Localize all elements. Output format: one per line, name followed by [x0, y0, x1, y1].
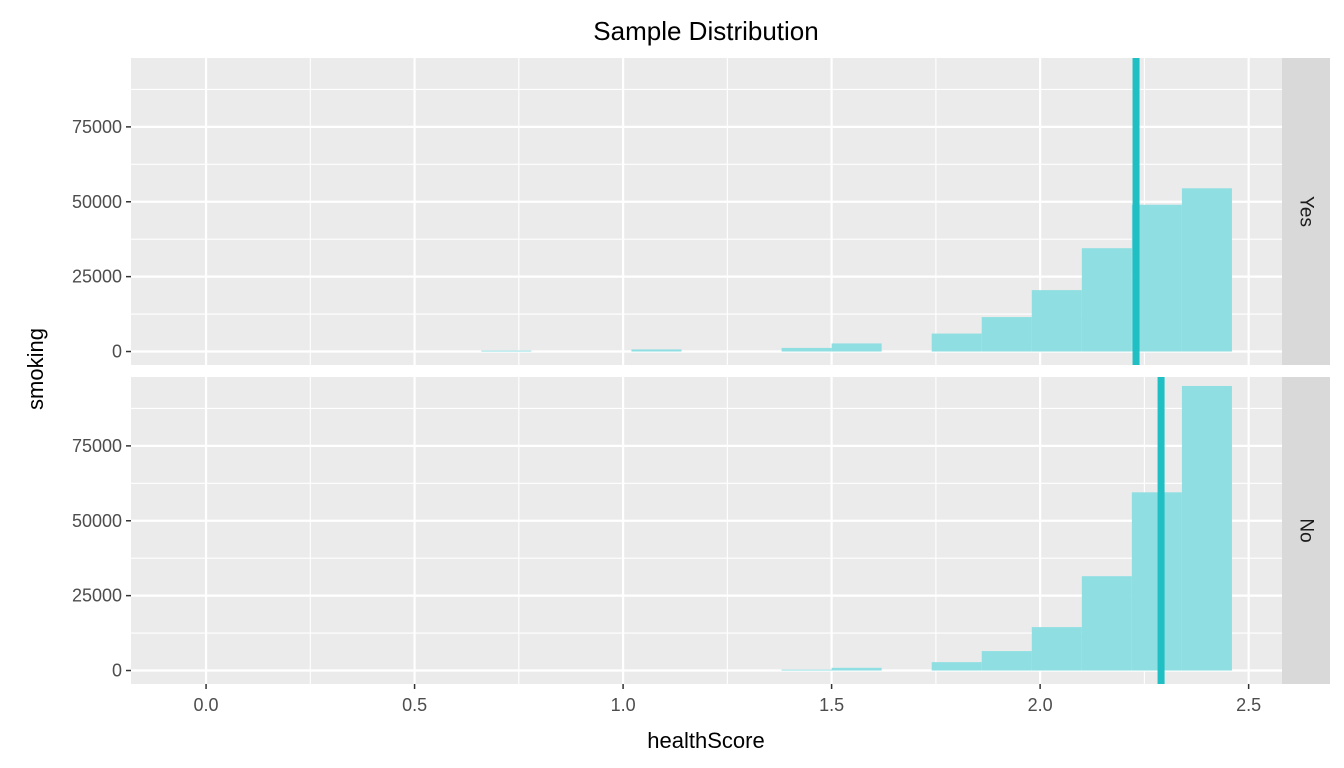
facet-strip — [1282, 377, 1330, 684]
histogram-bar — [981, 317, 1032, 352]
x-tick-label: 0.5 — [402, 695, 427, 715]
y-axis-title: smoking — [23, 328, 48, 410]
facet-strip — [1282, 58, 1330, 365]
x-tick-label: 1.0 — [611, 695, 636, 715]
histogram-bar — [1031, 627, 1082, 671]
facet-panel-no: 0 25000 50000 75000 No — [72, 377, 1330, 684]
facet-strip-label: No — [1296, 518, 1317, 542]
histogram-bar — [781, 669, 832, 671]
histogram-bar — [931, 662, 982, 671]
x-tick-label: 2.0 — [1028, 695, 1053, 715]
histogram-bar — [481, 350, 532, 352]
y-tick-label: 0 — [112, 342, 122, 362]
y-tick-label: 50000 — [72, 511, 122, 531]
histogram-bar — [831, 343, 882, 352]
histogram-bar — [1131, 492, 1182, 671]
histogram-bar — [931, 333, 982, 352]
facet-strip-label: Yes — [1296, 196, 1317, 227]
x-tick-label: 0.0 — [194, 695, 219, 715]
histogram-bar — [1181, 385, 1232, 671]
histogram-bar — [1081, 248, 1132, 352]
histogram-bar — [1081, 576, 1132, 671]
histogram-bar — [1131, 204, 1182, 352]
histogram-bar — [1181, 188, 1232, 352]
x-axis-title: healthScore — [647, 728, 764, 753]
histogram-bar — [831, 667, 882, 671]
facet-panel-yes: 0 25000 50000 75000 Yes — [72, 58, 1330, 365]
y-tick-label: 75000 — [72, 117, 122, 137]
histogram-bar — [1031, 290, 1082, 352]
x-axis: 0.0 0.5 1.0 1.5 2.0 2.5 — [194, 684, 1261, 715]
histogram-bar — [981, 651, 1032, 671]
x-tick-label: 1.5 — [819, 695, 844, 715]
y-tick-label: 50000 — [72, 192, 122, 212]
facet-panels: 0 25000 50000 75000 Yes 0 25000 50000 75000 No — [72, 58, 1330, 684]
histogram-bar — [631, 349, 682, 352]
x-tick-label: 2.5 — [1236, 695, 1261, 715]
y-tick-label: 25000 — [72, 586, 122, 606]
chart-title: Sample Distribution — [593, 16, 818, 46]
y-tick-label: 0 — [112, 661, 122, 681]
y-tick-label: 75000 — [72, 436, 122, 456]
histogram-bar — [781, 347, 832, 352]
y-tick-label: 25000 — [72, 267, 122, 287]
